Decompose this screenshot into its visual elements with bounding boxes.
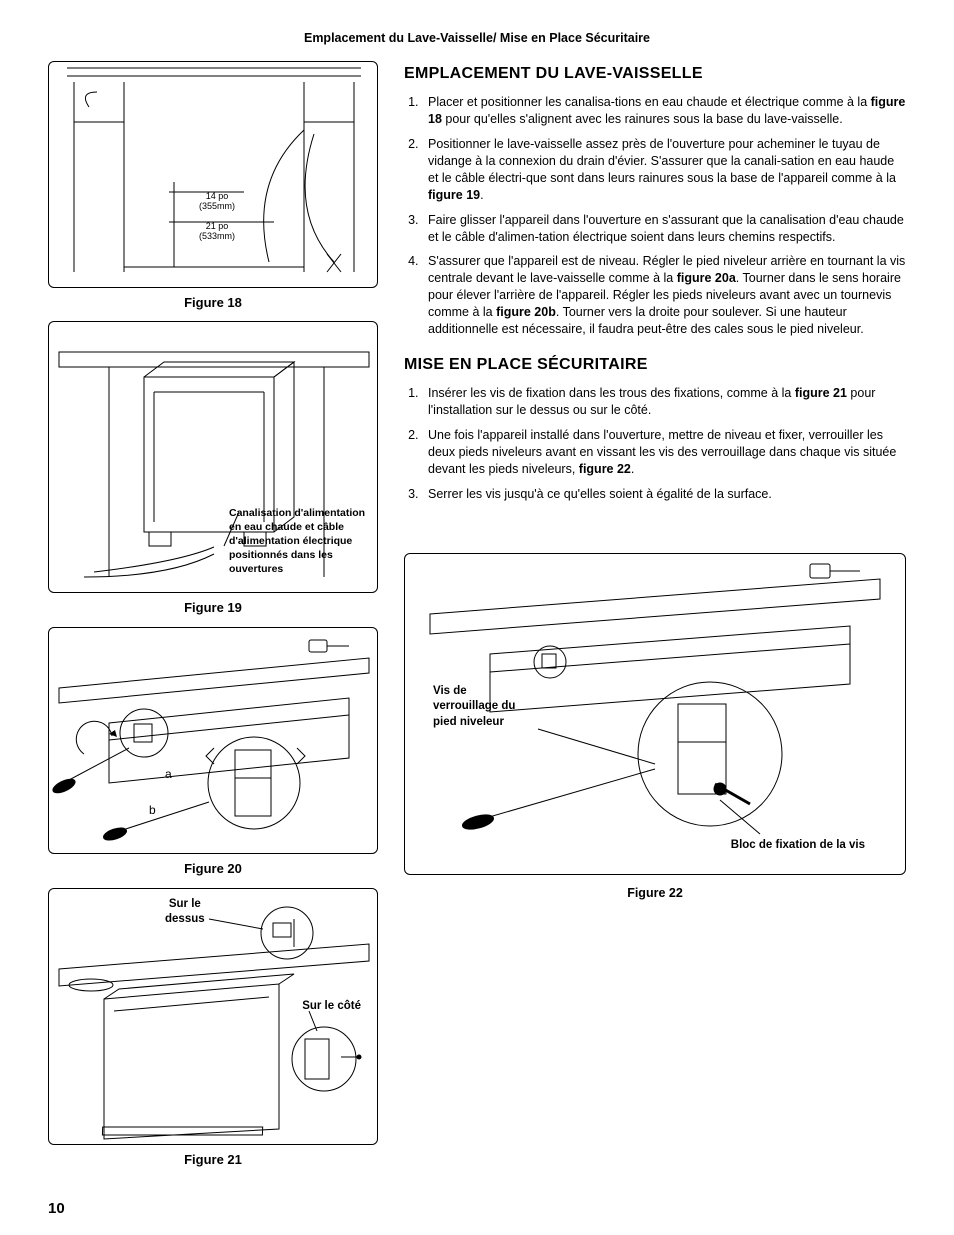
figure-22-caption: Figure 22 xyxy=(404,885,906,902)
fig18-dim2b: (533mm) xyxy=(199,232,235,242)
fig18-dim1b: (355mm) xyxy=(199,202,235,212)
figure-19-caption: Figure 19 xyxy=(48,599,378,617)
figure-20-caption: Figure 20 xyxy=(48,860,378,878)
text: Placer et positionner les canalisa-tions… xyxy=(428,95,871,109)
text: . xyxy=(631,462,634,476)
figure-19-callout: Canalisation d'alimentation en eau chaud… xyxy=(229,506,369,577)
figure-21: Sur le dessus Sur le côté xyxy=(48,888,378,1145)
figure-18: 14 po (355mm) 21 po (533mm) xyxy=(48,61,378,288)
text: Une fois l'appareil installé dans l'ouve… xyxy=(428,428,896,476)
figure-20-label-a: a xyxy=(165,766,172,782)
text: pour qu'elles s'alignent avec les rainur… xyxy=(442,112,843,126)
page-number: 10 xyxy=(48,1199,65,1219)
figure-22-lock-label: Vis de verrouillage du pied niveleur xyxy=(433,684,523,731)
text: Faire glisser l'appareil dans l'ouvertur… xyxy=(428,213,904,244)
left-column: 14 po (355mm) 21 po (533mm) Figure 18 xyxy=(48,61,378,1178)
text: Serrer les vis jusqu'à ce qu'elles soien… xyxy=(428,487,772,501)
bold-ref: figure 22 xyxy=(579,462,631,476)
text: Positionner le lave-vaisselle assez près… xyxy=(428,137,896,185)
right-column: EMPLACEMENT DU LAVE-VAISSELLE Placer et … xyxy=(404,61,906,1178)
figure-21-caption: Figure 21 xyxy=(48,1151,378,1169)
list-item: Positionner le lave-vaisselle assez près… xyxy=(422,136,906,204)
section-2-title: MISE EN PLACE SÉCURITAIRE xyxy=(404,354,906,376)
figure-22: Vis de verrouillage du pied niveleur Blo… xyxy=(404,553,906,875)
figure-18-caption: Figure 18 xyxy=(48,294,378,312)
bold-ref: figure 19 xyxy=(428,188,480,202)
figure-20: a b xyxy=(48,627,378,854)
text: . xyxy=(480,188,483,202)
figure-21-top-label-1: Sur le xyxy=(169,898,201,910)
figure-21-side-label: Sur le côté xyxy=(302,999,361,1015)
figure-20-label-b: b xyxy=(149,802,156,818)
figure-21-top-label-2: dessus xyxy=(165,913,205,925)
list-item: Placer et positionner les canalisa-tions… xyxy=(422,94,906,128)
page-header: Emplacement du Lave-Vaisselle/ Mise en P… xyxy=(48,30,906,47)
text: Insérer les vis de fixation dans les tro… xyxy=(428,386,795,400)
section-2-list: Insérer les vis de fixation dans les tro… xyxy=(404,385,906,502)
bold-ref: figure 21 xyxy=(795,386,847,400)
section-1-title: EMPLACEMENT DU LAVE-VAISSELLE xyxy=(404,63,906,85)
list-item: S'assurer que l'appareil est de niveau. … xyxy=(422,253,906,337)
list-item: Insérer les vis de fixation dans les tro… xyxy=(422,385,906,419)
bold-ref: figure 20b xyxy=(496,305,556,319)
figure-19: Canalisation d'alimentation en eau chaud… xyxy=(48,321,378,593)
figure-22-block-label: Bloc de fixation de la vis xyxy=(731,838,865,854)
list-item: Serrer les vis jusqu'à ce qu'elles soien… xyxy=(422,486,906,503)
list-item: Faire glisser l'appareil dans l'ouvertur… xyxy=(422,212,906,246)
section-1-list: Placer et positionner les canalisa-tions… xyxy=(404,94,906,337)
bold-ref: figure 20a xyxy=(677,271,736,285)
list-item: Une fois l'appareil installé dans l'ouve… xyxy=(422,427,906,478)
